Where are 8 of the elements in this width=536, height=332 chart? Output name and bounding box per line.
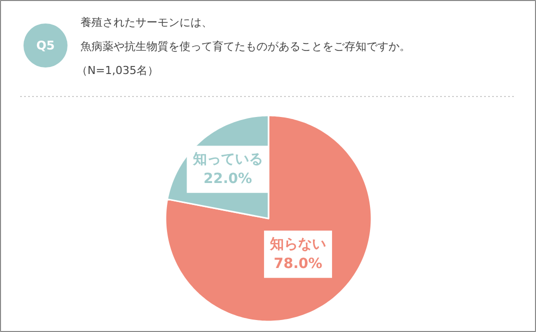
data-label: 22.0% xyxy=(204,170,252,187)
slice-label: 知っている xyxy=(192,152,263,168)
chart-title: 養殖されたサーモンには、 xyxy=(80,16,212,29)
chart-subtitle: 魚病薬や抗生物質を使って育てたものがあることをご存知ですか。 xyxy=(80,40,410,53)
slice-label: 知らない xyxy=(269,236,326,253)
text: Q5 xyxy=(36,38,55,52)
text: （N=1,035名） xyxy=(76,64,158,77)
data-label: 78.0% xyxy=(274,256,322,272)
